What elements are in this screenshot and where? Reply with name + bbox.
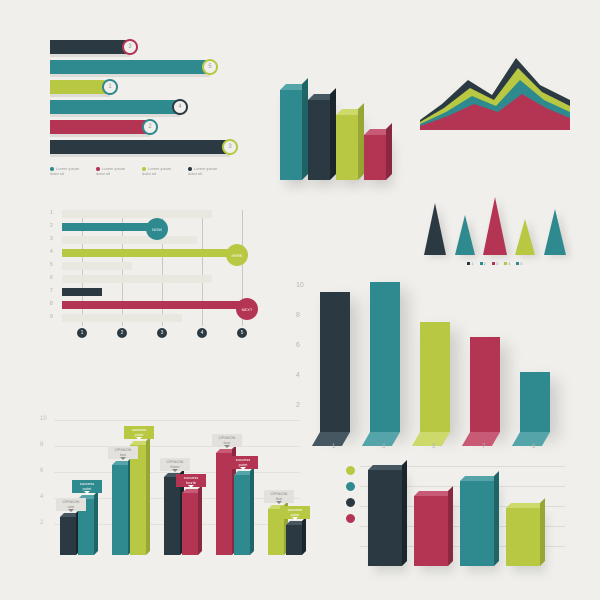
triangle-chart: 1 2 3 4 5 (420, 195, 570, 275)
bar3d-bar (470, 337, 500, 432)
opinion-tag: OPINIONthree (160, 458, 190, 471)
axis-dot: 1 (77, 328, 87, 338)
callout-pin: NEXT (236, 298, 258, 320)
success-tag: successpoint (280, 506, 310, 519)
bar3d-bar (320, 292, 350, 432)
ribbon-bar-row: 3 (50, 140, 240, 156)
y-tick-label: 10 (296, 282, 304, 289)
legend-item: 4 (504, 261, 510, 266)
triangle-bar (515, 219, 535, 255)
legend-item: Lorem ipsum dolor sit (50, 166, 82, 176)
ribbon-bar-row: 1 (50, 80, 240, 96)
axis-dot: 4 (197, 328, 207, 338)
bar3d-bar (370, 282, 400, 432)
gantt-row: 9 (50, 314, 260, 324)
bar3d-bar (506, 508, 540, 566)
opinion-tag: OPINIONtwo (108, 446, 138, 459)
ribbon-bar-marker: 4 (172, 99, 188, 115)
gantt-chart: 12345123456789NOWHERENEXT (50, 210, 260, 340)
triangle-bar (483, 197, 507, 255)
bar3d-bar (420, 322, 450, 432)
y-tick-label: 4 (296, 372, 300, 379)
grouped-bar3d: 10 8 6 4 2 OPINIONone successpoint OPINIONtwo su… (40, 400, 300, 565)
x-tick-label: 7 (482, 444, 485, 450)
axis-dot: 3 (157, 328, 167, 338)
grouped-bar (112, 465, 128, 555)
legend-dot (346, 498, 355, 507)
ribbon-bar-row: 3 (50, 40, 240, 56)
x-tick-label: 5 (432, 444, 435, 450)
grouped-bar (164, 477, 180, 555)
bar3d-large: 10864213579 (290, 280, 570, 450)
legend-dot (346, 466, 355, 475)
grouped-bar (286, 525, 302, 555)
grouped-bar (130, 445, 146, 555)
success-tag: successpoint (124, 426, 154, 439)
ribbon-bar-marker: 2 (142, 119, 158, 135)
gantt-row: 5 (50, 262, 260, 272)
legend-dot (346, 482, 355, 491)
triangle-bar (424, 203, 446, 255)
triangle-bar (455, 215, 475, 255)
axis-dot: 5 (237, 328, 247, 338)
y-tick-label: 8 (296, 312, 300, 319)
y-tick-label: 4 (40, 494, 43, 500)
bar-with-dots (340, 460, 565, 570)
grouped-bar (60, 517, 76, 555)
y-tick-label: 6 (296, 342, 300, 349)
bar3d-bar (520, 372, 550, 432)
bar3d-bar (368, 470, 402, 566)
callout-pin: HERE (226, 244, 248, 266)
callout-pin: NOW (146, 218, 168, 240)
x-tick-label: 9 (532, 444, 535, 450)
bar3d-bar (460, 481, 494, 566)
ribbon-bar-legend: Lorem ipsum dolor sit Lorem ipsum dolor s… (50, 166, 240, 176)
ribbon-bar-marker: 5 (202, 59, 218, 75)
grouped-bar (182, 493, 198, 555)
ribbon-bar-row: 2 (50, 120, 240, 136)
x-tick-label: 1 (332, 444, 335, 450)
opinion-tag: OPINIONfour (212, 434, 242, 447)
x-tick-label: 3 (382, 444, 385, 450)
success-tag: successpoint (228, 456, 258, 469)
legend-item: 3 (492, 261, 498, 266)
success-tag: successpoint (72, 480, 102, 493)
bar3d-bar (308, 100, 330, 180)
bar3d-bar (364, 135, 386, 180)
y-tick-label: 8 (40, 442, 43, 448)
ribbon-bar-chart: 351423 Lorem ipsum dolor sitLorem ipsum … (50, 40, 240, 176)
legend-item: 1 (467, 261, 473, 266)
opinion-tag: OPINIONfive (264, 490, 294, 503)
ribbon-bar-marker: 1 (102, 79, 118, 95)
bar3d-small (280, 85, 400, 180)
ribbon-bar-row: 4 (50, 100, 240, 116)
y-tick-label: 2 (40, 520, 43, 526)
bar3d-bar (280, 90, 302, 180)
gantt-row: 7 (50, 288, 260, 298)
area-chart (420, 40, 570, 130)
legend-item: 2 (480, 261, 486, 266)
gantt-row: 6 (50, 275, 260, 285)
ribbon-bar-marker: 3 (222, 139, 238, 155)
success-tag: successfourth (176, 474, 206, 487)
opinion-tag: OPINIONone (56, 498, 86, 511)
y-tick-label: 10 (40, 416, 47, 422)
axis-dot: 2 (117, 328, 127, 338)
legend-item: Lorem ipsum dolor sit (142, 166, 174, 176)
legend-item: Lorem ipsum dolor sit (96, 166, 128, 176)
y-tick-label: 6 (40, 468, 43, 474)
bar3d-bar (336, 115, 358, 180)
triangle-bar (544, 209, 566, 255)
gantt-row: 8 (50, 301, 260, 311)
grouped-bar (234, 475, 250, 555)
ribbon-bar-marker: 3 (122, 39, 138, 55)
legend-item: Lorem ipsum dolor sit (188, 166, 220, 176)
legend-item: 5 (516, 261, 522, 266)
bar3d-bar (414, 496, 448, 566)
legend-dot (346, 514, 355, 523)
ribbon-bar-row: 5 (50, 60, 240, 76)
